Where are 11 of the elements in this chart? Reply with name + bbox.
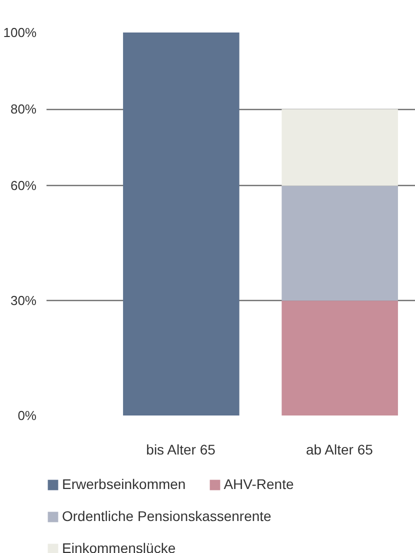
- legend-label: Erwerbseinkommen: [62, 476, 186, 492]
- y-tick-label: 60%: [10, 178, 37, 194]
- x-tick-label: bis Alter 65: [146, 442, 216, 458]
- x-tick-label: ab Alter 65: [306, 442, 374, 458]
- legend-label: AHV-Rente: [224, 476, 294, 492]
- y-tick-label: 0%: [18, 408, 37, 423]
- y-tick-label: 30%: [10, 293, 37, 308]
- y-tick-label: 80%: [10, 102, 37, 117]
- legend-label: Ordentliche Pensionskassenrente: [62, 508, 272, 524]
- legend-label: Einkommenslücke: [62, 540, 176, 553]
- y-tick-label: 100%: [3, 25, 37, 40]
